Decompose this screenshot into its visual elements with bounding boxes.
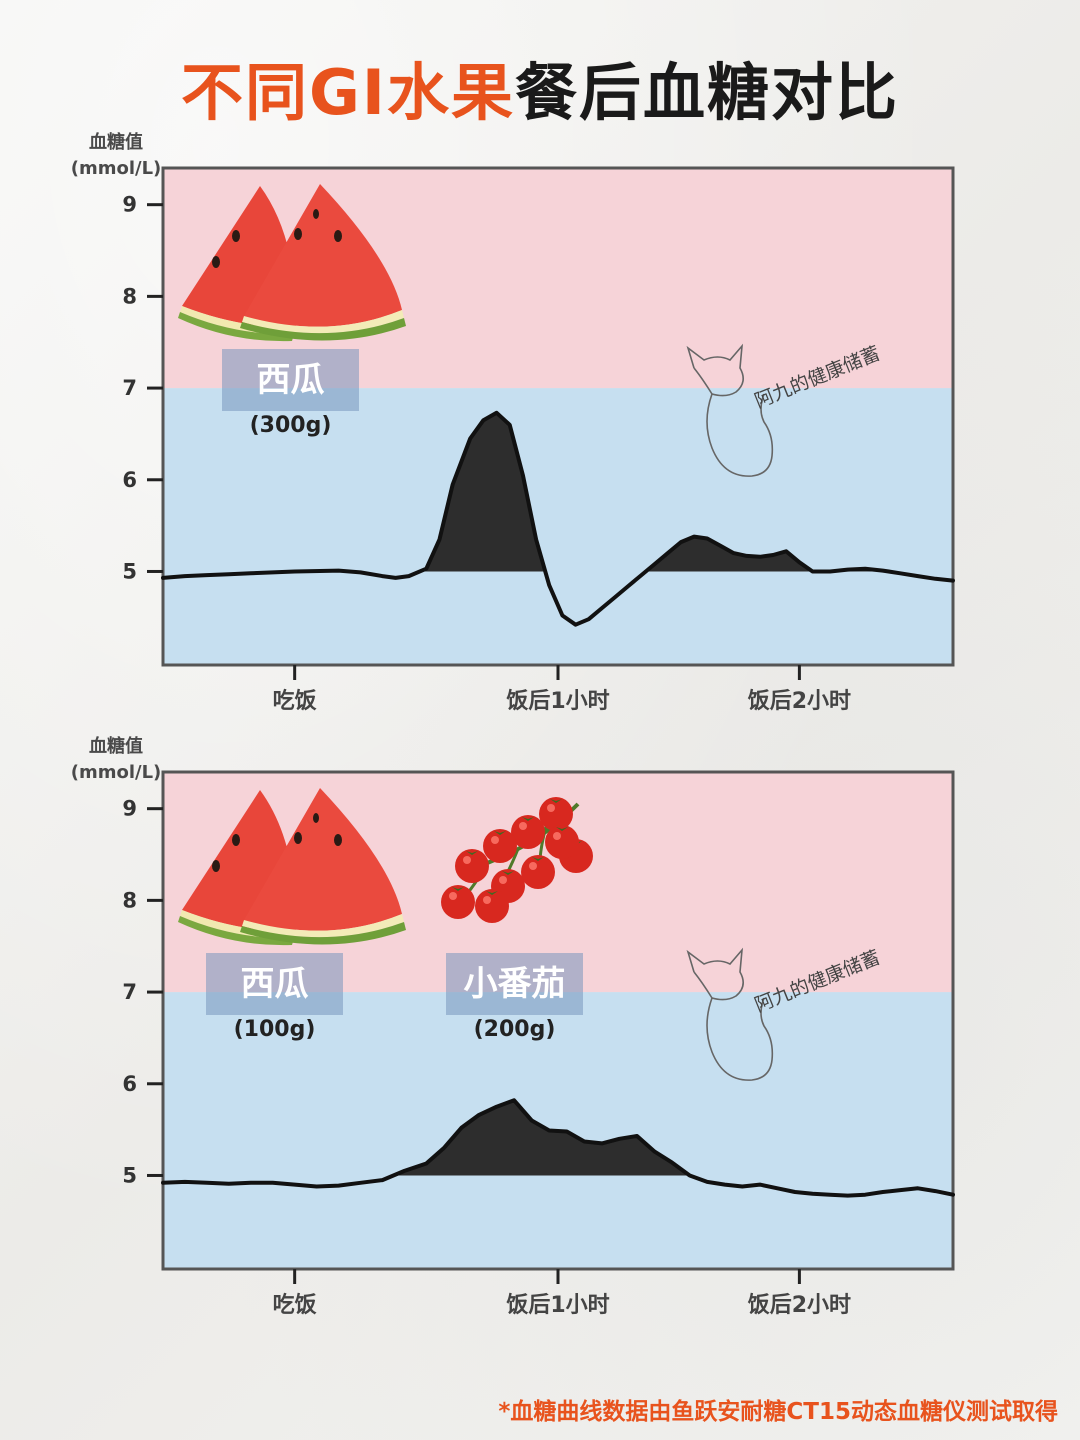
y-tick-label: 5 [122, 559, 137, 583]
y-axis-title-line2: (mmol/L) [70, 762, 162, 783]
x-tick-label: 饭后1小时 [506, 1292, 609, 1318]
y-axis-title: 血糖值 (mmol/L) [68, 734, 164, 786]
glucose-chart-1: 5 6 7 8 9 吃饭 饭后1小时 饭后2小时 [122, 166, 955, 714]
cherry-tomatoes-icon [428, 794, 603, 928]
cat-watermark-icon: 阿九的健康储蓄 [672, 942, 892, 1106]
y-tick-label: 8 [122, 888, 137, 912]
y-axis-title-line2: (mmol/L) [70, 158, 162, 179]
x-tick-label: 饭后1小时 [506, 688, 609, 714]
chart-panel-watermelon-tomato: 血糖值 (mmol/L) 5 6 7 8 9 吃饭 饭后1小时 饭后2小时 西瓜 (100g)… [0, 604, 1080, 1318]
x-tick-label: 饭后2小时 [748, 1292, 851, 1318]
svg-text:阿九的健康储蓄: 阿九的健康储蓄 [752, 946, 884, 1016]
food-amount-watermelon: (300g) [249, 413, 332, 438]
y-tick-label: 7 [122, 980, 137, 1004]
watermelon-icon [178, 178, 408, 347]
y-axis-title: 血糖值 (mmol/L) [68, 130, 164, 182]
y-tick-label: 6 [122, 468, 137, 492]
title-rest: 餐后血糖对比 [514, 56, 899, 129]
y-tick-label: 6 [122, 1072, 137, 1096]
y-axis-title-line1: 血糖值 [89, 736, 143, 757]
footnote: *血糖曲线数据由鱼跃安耐糖CT15动态血糖仪测试取得 [498, 1399, 1058, 1425]
cat-watermark-icon: 阿九的健康储蓄 [672, 338, 892, 502]
y-tick-label: 8 [122, 284, 137, 308]
y-tick-label: 9 [122, 797, 137, 821]
chart-panel-watermelon-300g: 血糖值 (mmol/L) 5 6 7 8 9 吃饭 饭后1小时 饭后2小时 西瓜 (300g)… [0, 0, 1080, 714]
x-tick-label: 吃饭 [273, 688, 317, 714]
food-tag-cherry-tomato: 小番茄 [446, 953, 583, 1015]
y-tick-label: 7 [122, 376, 137, 400]
title-highlight: 不同GI水果 [181, 56, 515, 129]
y-tick-label: 5 [122, 1163, 137, 1187]
y-tick-label: 9 [122, 193, 137, 217]
food-tag-watermelon: 西瓜 [206, 953, 343, 1015]
food-amount-watermelon: (100g) [233, 1017, 316, 1042]
zone-normal [163, 388, 953, 665]
food-tag-watermelon: 西瓜 [222, 349, 359, 411]
watermelon-icon [178, 782, 408, 951]
glucose-curve [161, 410, 955, 627]
excess-glucose-area [393, 1100, 690, 1176]
page-title: 不同GI水果餐后血糖对比 [0, 42, 1080, 132]
glucose-curve [161, 1098, 955, 1198]
y-axis-title-line1: 血糖值 [89, 132, 143, 153]
x-tick-label: 饭后2小时 [748, 688, 851, 714]
x-tick-label: 吃饭 [273, 1292, 317, 1318]
svg-text:阿九的健康储蓄: 阿九的健康储蓄 [752, 342, 884, 412]
food-amount-cherry-tomato: (200g) [473, 1017, 556, 1042]
